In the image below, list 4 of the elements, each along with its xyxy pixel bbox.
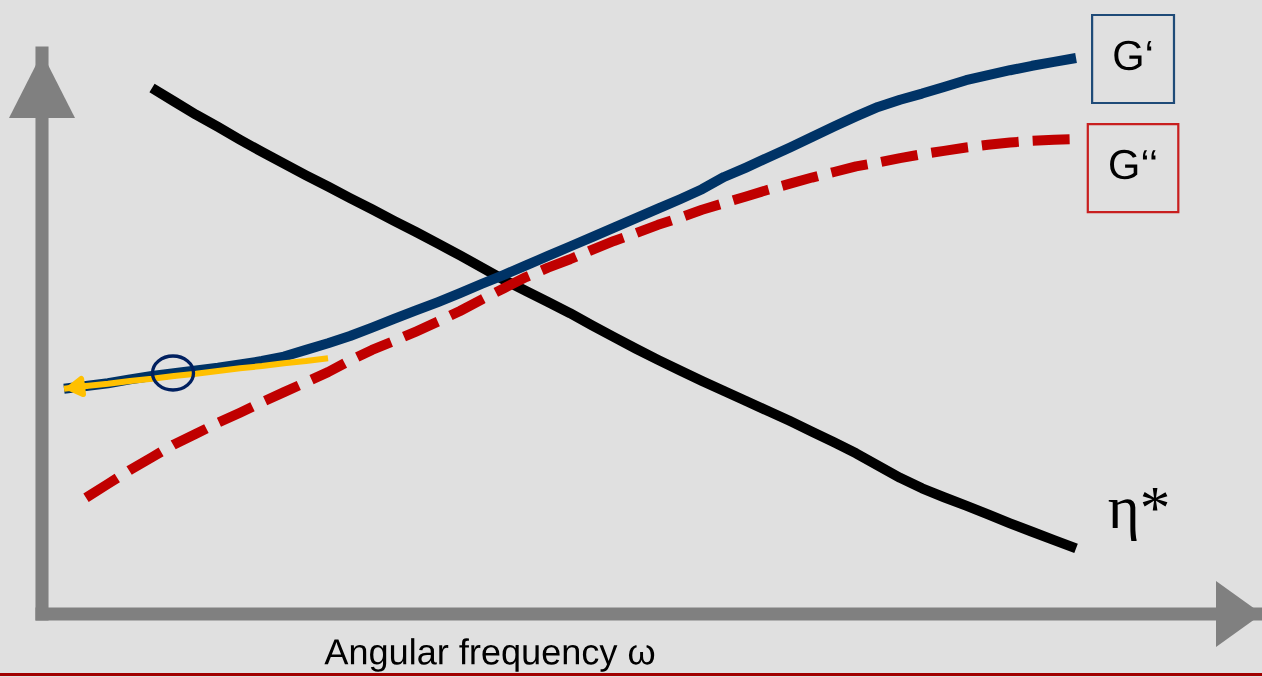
series-label: η* [1108,488,1168,542]
series-label: G‘ [1114,40,1152,71]
x-axis-title: Angular frequency ω [324,638,655,672]
series-label: G‘‘ [1110,149,1156,180]
